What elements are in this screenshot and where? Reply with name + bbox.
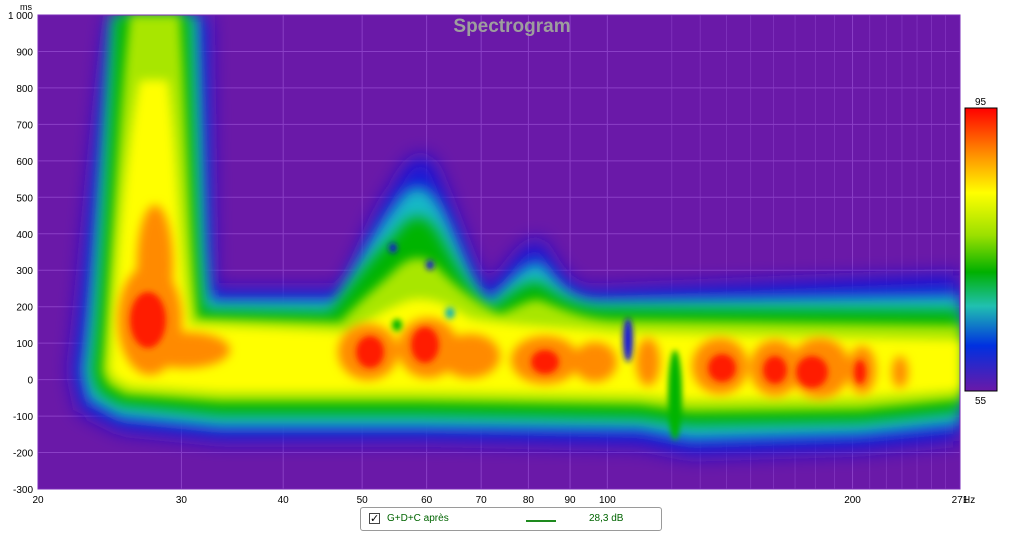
colorbar-min-label: 55 bbox=[975, 396, 987, 407]
spectrogram-field bbox=[72, 15, 960, 455]
y-tick-labels: 1 0009008007006005004003002001000-100-20… bbox=[8, 11, 33, 496]
chart-title: Spectrogram bbox=[453, 16, 570, 37]
x-tick-label: 271 bbox=[952, 495, 969, 506]
x-tick-label: 30 bbox=[176, 495, 188, 506]
x-tick-label: 60 bbox=[421, 495, 433, 506]
y-tick-label: 100 bbox=[16, 339, 33, 350]
legend-series-value: 28,3 dB bbox=[589, 513, 624, 524]
y-tick-label: 0 bbox=[27, 376, 33, 387]
y-tick-label: 900 bbox=[16, 47, 33, 58]
legend-checkbox[interactable]: ✓ bbox=[369, 512, 380, 525]
legend-series-line bbox=[526, 520, 556, 522]
colorbar bbox=[964, 107, 998, 392]
legend: ✓ G+D+C après 28,3 dB bbox=[360, 507, 662, 531]
y-tick-label: 800 bbox=[16, 84, 33, 95]
y-tick-label: 400 bbox=[16, 230, 33, 241]
x-tick-labels: 20 30 40 50 60 70 80 90 100 200 271 bbox=[32, 495, 968, 506]
y-tick-label: 500 bbox=[16, 193, 33, 204]
y-tick-label: 600 bbox=[16, 157, 33, 168]
legend-series-name: G+D+C après bbox=[387, 513, 449, 524]
x-tick-label: 80 bbox=[523, 495, 535, 506]
y-tick-label: 200 bbox=[16, 303, 33, 314]
x-tick-label: 90 bbox=[564, 495, 576, 506]
y-axis-unit: ms bbox=[20, 2, 32, 12]
y-tick-label: -200 bbox=[13, 449, 33, 460]
x-tick-label: 200 bbox=[844, 495, 861, 506]
y-tick-label: -300 bbox=[13, 485, 33, 496]
x-tick-label: 50 bbox=[357, 495, 369, 506]
x-tick-label: 40 bbox=[278, 495, 290, 506]
colorbar-max-label: 95 bbox=[975, 97, 987, 108]
x-tick-label: 100 bbox=[599, 495, 616, 506]
y-tick-label: 1 000 bbox=[8, 11, 33, 22]
plot-frame bbox=[37, 14, 961, 490]
x-tick-label: 20 bbox=[32, 495, 44, 506]
x-axis-unit: Hz bbox=[963, 495, 975, 506]
y-tick-label: -100 bbox=[13, 412, 33, 423]
y-tick-label: 700 bbox=[16, 120, 33, 131]
x-tick-label: 70 bbox=[476, 495, 488, 506]
y-tick-label: 300 bbox=[16, 266, 33, 277]
